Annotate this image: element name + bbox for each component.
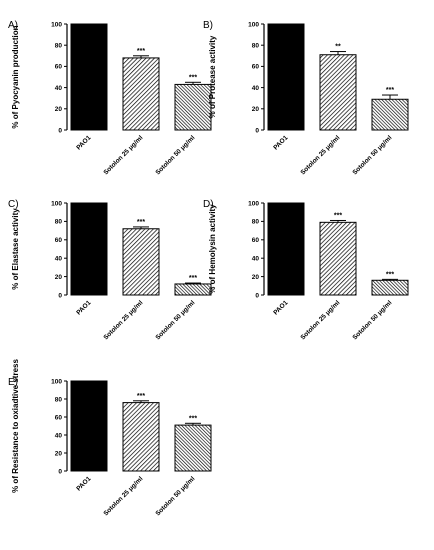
y-tick-label: 40 <box>252 256 260 263</box>
y-tick-label: 40 <box>55 85 63 92</box>
y-tick-label: 20 <box>55 450 63 457</box>
category-label: Sotolon 50 μg/ml <box>154 475 196 517</box>
chart-panel-1: A)% of Pyocyanin production 0 20 40 60 80 100 P… <box>8 20 212 176</box>
category-label: Sotolon 25 μg/ml <box>102 299 144 341</box>
y-tick-label: 0 <box>58 127 62 134</box>
significance-label: *** <box>334 212 342 219</box>
y-tick-label: 100 <box>248 21 259 28</box>
y-tick-label: 40 <box>55 256 63 263</box>
chart-panel-4: D)% of Hemolysin activity 0 20 40 60 80 100 PAO… <box>203 199 409 341</box>
category-label: Sotolon 50 μg/ml <box>351 134 393 176</box>
y-axis-label: % of Hemolysin activity <box>208 204 217 294</box>
bar <box>267 202 305 296</box>
y-tick-label: 0 <box>58 292 62 299</box>
significance-label: *** <box>137 48 145 55</box>
significance-label: *** <box>189 275 197 282</box>
y-tick-label: 60 <box>252 64 260 71</box>
y-tick-label: 20 <box>55 274 63 281</box>
y-tick-label: 80 <box>55 43 63 50</box>
category-label: PAO1 <box>75 475 92 492</box>
significance-label: *** <box>137 219 145 226</box>
significance-label: *** <box>137 393 145 400</box>
bar <box>267 23 305 131</box>
category-label: PAO1 <box>75 299 92 316</box>
panel-letter: D) <box>203 199 214 210</box>
category-label: Sotolon 50 μg/ml <box>154 134 196 176</box>
bar <box>122 228 160 296</box>
category-label: Sotolon 50 μg/ml <box>154 299 196 341</box>
bar <box>174 424 212 472</box>
chart-panel-5: E)% of Resistance to oxiadtive stress 0 20… <box>8 359 212 517</box>
category-label: PAO1 <box>272 299 289 316</box>
y-tick-label: 0 <box>255 127 259 134</box>
y-tick-label: 60 <box>252 237 260 244</box>
y-tick-label: 40 <box>55 432 63 439</box>
significance-label: ** <box>335 44 341 51</box>
y-tick-label: 80 <box>55 219 63 226</box>
significance-label: *** <box>386 87 394 94</box>
bar <box>371 279 409 296</box>
bar <box>122 402 160 472</box>
bar <box>70 380 108 472</box>
y-tick-label: 40 <box>252 85 260 92</box>
y-axis-label: % of Resistance to oxiadtive stress <box>11 359 20 493</box>
bar <box>319 54 357 131</box>
y-tick-label: 100 <box>248 200 259 207</box>
y-tick-label: 60 <box>55 237 63 244</box>
bar <box>70 23 108 131</box>
bar <box>174 83 212 131</box>
y-tick-label: 60 <box>55 64 63 71</box>
y-axis-label: % of Pyocyanin production <box>11 25 20 128</box>
y-tick-label: 20 <box>252 274 260 281</box>
y-tick-label: 0 <box>58 468 62 475</box>
bar <box>371 98 409 131</box>
bar <box>319 221 357 296</box>
category-label: Sotolon 25 μg/ml <box>299 299 341 341</box>
y-tick-label: 80 <box>55 396 63 403</box>
category-label: Sotolon 25 μg/ml <box>299 134 341 176</box>
category-label: Sotolon 50 μg/ml <box>351 299 393 341</box>
y-tick-label: 0 <box>255 292 259 299</box>
y-tick-label: 100 <box>51 378 62 385</box>
chart-panel-3: C)% of Elastase activity 0 20 40 60 80 100 PAO1… <box>8 199 212 341</box>
category-label: Sotolon 25 μg/ml <box>102 475 144 517</box>
panel-letter: A) <box>8 20 18 31</box>
chart-panel-2: B) % of Protease activity 0 20 40 60 80 100 PAO1… <box>203 20 409 176</box>
y-tick-label: 100 <box>51 200 62 207</box>
panel-letter: E) <box>8 377 18 388</box>
bar <box>122 57 160 131</box>
category-label: PAO1 <box>75 134 92 151</box>
panel-letter: C) <box>8 199 19 210</box>
significance-label: *** <box>386 271 394 278</box>
significance-label: *** <box>189 415 197 422</box>
y-tick-label: 20 <box>252 106 260 113</box>
y-tick-label: 20 <box>55 106 63 113</box>
bar <box>174 283 212 296</box>
bar <box>70 202 108 296</box>
y-tick-label: 80 <box>252 43 260 50</box>
y-axis-label: % of Protease activity <box>208 35 217 118</box>
panel-letter: B) <box>203 20 213 31</box>
category-label: Sotolon 25 μg/ml <box>102 134 144 176</box>
y-tick-label: 100 <box>51 21 62 28</box>
y-tick-label: 80 <box>252 219 260 226</box>
y-axis-label: % of Elastase activity <box>11 208 20 290</box>
category-label: PAO1 <box>272 134 289 151</box>
significance-label: *** <box>189 74 197 81</box>
y-tick-label: 60 <box>55 414 63 421</box>
